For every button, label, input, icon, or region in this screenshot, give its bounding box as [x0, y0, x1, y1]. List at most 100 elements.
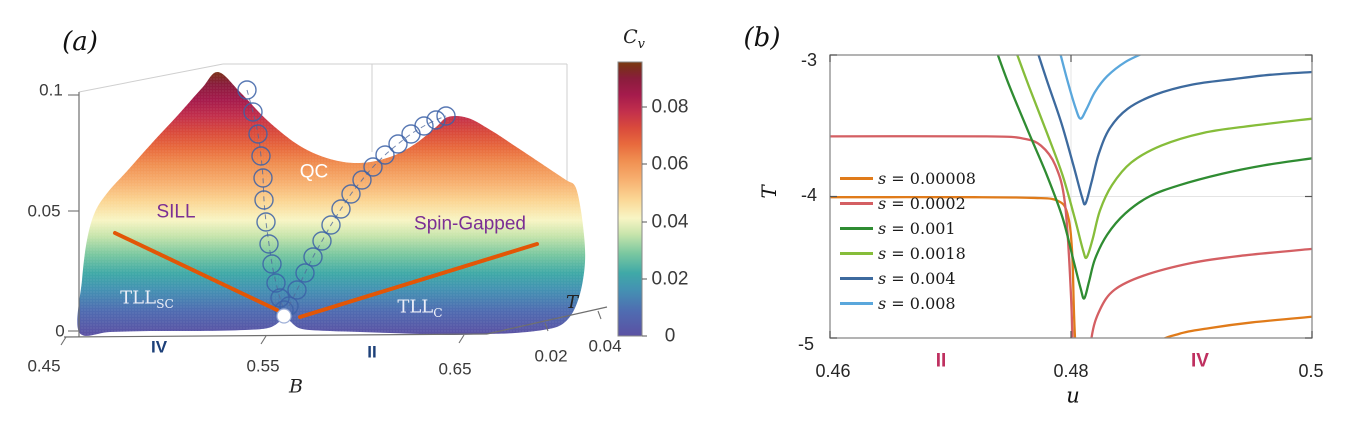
t-axis-label: T [565, 292, 579, 313]
panel-a-plot [60, 61, 647, 346]
z-tick-0: 0 [55, 321, 65, 341]
colorbar-tick-label-0.06: 0.06 [651, 153, 689, 175]
legend-label: s = 0.004 [878, 269, 956, 288]
colorbar-tick-label-0: 0 [664, 325, 676, 347]
axis-tick [60, 336, 67, 346]
ridge-circle-marker [341, 184, 361, 204]
z-tick-0p1: 0.1 [39, 80, 63, 100]
panel-b-legend: s = 0.00008 s = 0.0002 s = 0.001 s = 0.0018… [840, 166, 976, 316]
legend-swatch [840, 177, 873, 180]
ridge-circle-marker [312, 231, 332, 251]
region-label-ii: II [935, 350, 947, 372]
ridge-circle-marker [253, 168, 273, 188]
series-curve-s-0.001 [996, 55, 1312, 300]
series-curve-s-0.00008 [830, 196, 1312, 338]
ridge-circle-marker [436, 106, 456, 126]
ridge-circle-marker [414, 116, 434, 136]
axis-tick [260, 335, 267, 345]
panel-b-tag: (b) [743, 23, 781, 53]
region-label-tll-c: TLLC [397, 296, 443, 321]
series-curve-s-0.0018 [1016, 55, 1312, 260]
y-tick-m3: -3 [800, 50, 818, 70]
legend-swatch [840, 202, 873, 205]
ridge-circle-marker [256, 212, 276, 232]
colorbar-tick-label-0.02: 0.02 [651, 268, 689, 290]
region-label-tll-sc: TLLSC [120, 287, 174, 312]
b-tick-0p45: 0.45 [27, 356, 61, 376]
ridge-circle-marker [303, 247, 323, 267]
axis-tick [458, 334, 465, 344]
b-axis-label: B [289, 375, 303, 398]
ridge-circle-marker [237, 80, 257, 100]
ridge-circle-marker [248, 124, 268, 144]
colorbar [617, 61, 643, 337]
legend-swatch [840, 227, 873, 230]
z-tick-0p05: 0.05 [27, 201, 61, 221]
legend-label: s = 0.008 [878, 294, 956, 313]
legend-entry-s-0.0018: s = 0.0018 [840, 241, 976, 266]
ridge-circle-marker [262, 254, 282, 274]
colorbar-tick-label-0.04: 0.04 [651, 211, 689, 233]
region-label-spin-gapped: Spin-Gapped [414, 213, 526, 235]
y-tick-m5: -5 [797, 334, 815, 354]
legend-swatch [840, 277, 873, 280]
legend-entry-s-0.0002: s = 0.0002 [840, 191, 976, 216]
b-tick-0p55: 0.55 [246, 356, 280, 376]
ridge-circle-marker [287, 280, 307, 300]
region-label-iv: IV [1191, 350, 1209, 372]
axes-box-line [78, 63, 224, 93]
x-axis-label: u [1066, 383, 1080, 408]
ridge-circle-marker [259, 234, 279, 254]
y-tick-m4: -4 [800, 185, 818, 205]
region-label-qc: QC [299, 161, 329, 183]
ridge-circle-marker [295, 263, 315, 283]
b-tick-0p65: 0.65 [438, 359, 472, 379]
x-tick-0p48: 0.48 [1053, 361, 1089, 381]
ridge-circle-marker [352, 170, 372, 190]
valley-circle-marker [276, 308, 292, 324]
series-curve-s-0.008 [1059, 55, 1143, 120]
legend-entry-s-0.004: s = 0.004 [840, 266, 976, 291]
ridge-circle-marker [401, 124, 421, 144]
legend-swatch [840, 302, 873, 305]
region-label-sill: SILL [156, 201, 196, 223]
x-tick-0p5: 0.5 [1298, 361, 1324, 381]
series-curve-s-0.004 [1037, 55, 1312, 206]
legend-swatch [840, 252, 873, 255]
legend-label: s = 0.00008 [878, 169, 976, 188]
legend-entry-s-0.008: s = 0.008 [840, 291, 976, 316]
legend-entry-s-0.001: s = 0.001 [840, 216, 976, 241]
legend-label: s = 0.0018 [878, 244, 966, 263]
ridge-circle-marker [388, 134, 408, 154]
ridge-circle-marker [363, 157, 383, 177]
axis-tick [597, 310, 602, 320]
panel-a-tag: (a) [62, 27, 98, 57]
ridge-circle-marker [321, 215, 341, 235]
axis-line [63, 333, 488, 338]
region-label-iv: IV [150, 337, 168, 357]
ridge-circle-marker [331, 199, 351, 219]
t-tick-0p04: 0.04 [588, 336, 622, 356]
ridge-circle-marker [251, 146, 271, 166]
colorbar-title: Cv [623, 26, 645, 52]
axis-line [486, 306, 608, 335]
panel-b-plot [829, 54, 1313, 339]
ridge-circle-marker [426, 110, 446, 130]
legend-label: s = 0.0002 [878, 194, 966, 213]
phase-boundary-line [298, 242, 539, 319]
ridge-circle-marker [254, 190, 274, 210]
colorbar-tick-label-0.08: 0.08 [651, 96, 689, 118]
legend-entry-s-0.00008: s = 0.00008 [840, 166, 976, 191]
ridge-circle-marker [243, 102, 263, 122]
x-tick-0p46: 0.46 [815, 361, 851, 381]
phase-boundary-line [113, 231, 279, 312]
t-tick-0p02: 0.02 [534, 346, 568, 366]
region-label-ii: II [367, 342, 377, 362]
y-axis-label: T [757, 185, 781, 199]
ridge-circle-marker [266, 273, 286, 293]
ridge-circle-marker [375, 145, 395, 165]
axis-tick [544, 322, 549, 332]
legend-label: s = 0.001 [878, 219, 956, 238]
